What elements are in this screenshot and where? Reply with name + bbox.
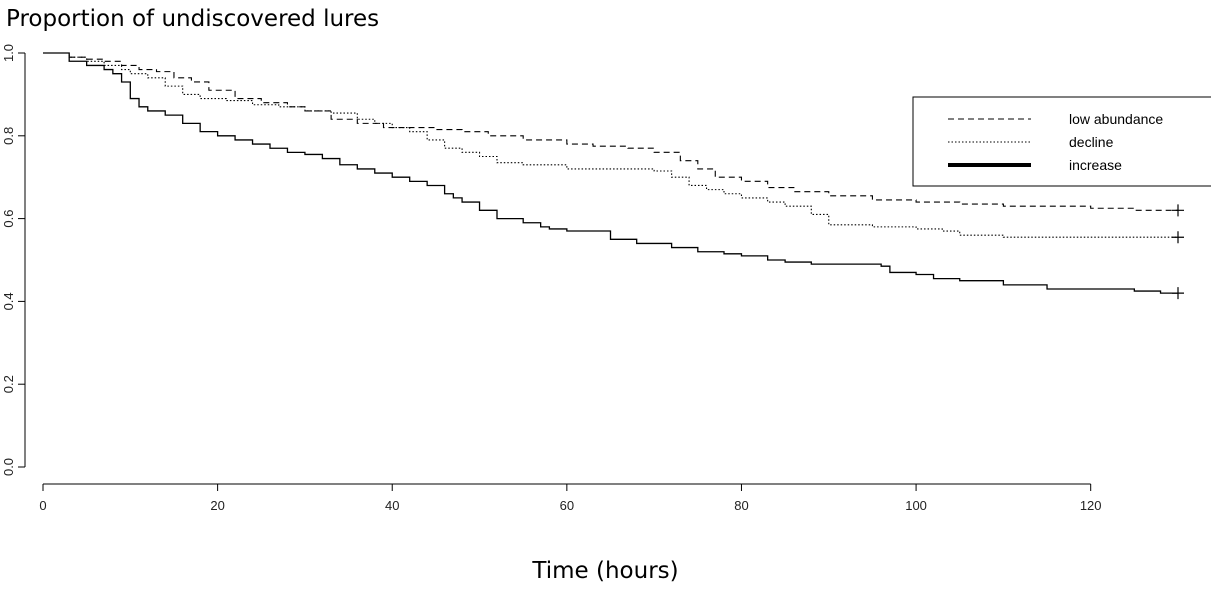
legend-box [912, 96, 1211, 187]
y-tick-label: 0.6 [1, 210, 16, 228]
x-tick-label: 120 [1080, 498, 1102, 513]
legend-label: low abundance [1069, 111, 1163, 127]
censor-mark [1172, 204, 1184, 217]
legend-label: decline [1069, 134, 1114, 150]
series-layer [43, 52, 1184, 300]
series-line-low-abundance [43, 52, 1178, 211]
y-tick-label: 0.2 [1, 375, 16, 393]
x-tick-label: 40 [385, 498, 399, 513]
chart-title: Proportion of undiscovered lures [6, 6, 380, 32]
x-tick-label: 80 [734, 498, 748, 513]
legend: low abundance decline increase [912, 96, 1211, 187]
x-tick-label: 60 [560, 498, 574, 513]
series-line-increase [43, 52, 1178, 294]
y-tick-label: 0.0 [1, 458, 16, 476]
y-tick-label: 1.0 [1, 44, 16, 62]
y-tick-label: 0.4 [1, 292, 16, 310]
censor-mark [1172, 231, 1184, 244]
x-axis-label: Time (hours) [532, 558, 679, 584]
series-line-decline [43, 52, 1178, 238]
x-tick-label: 20 [210, 498, 224, 513]
y-tick-label: 0.8 [1, 127, 16, 145]
legend-label: increase [1069, 157, 1122, 173]
axes: 0 20 40 60 80 100 120 0.0 0.2 0.4 0.6 0.8 1.0 [1, 44, 1102, 513]
x-tick-label: 0 [39, 498, 46, 513]
x-tick-label: 100 [905, 498, 927, 513]
censor-mark [1172, 287, 1184, 300]
